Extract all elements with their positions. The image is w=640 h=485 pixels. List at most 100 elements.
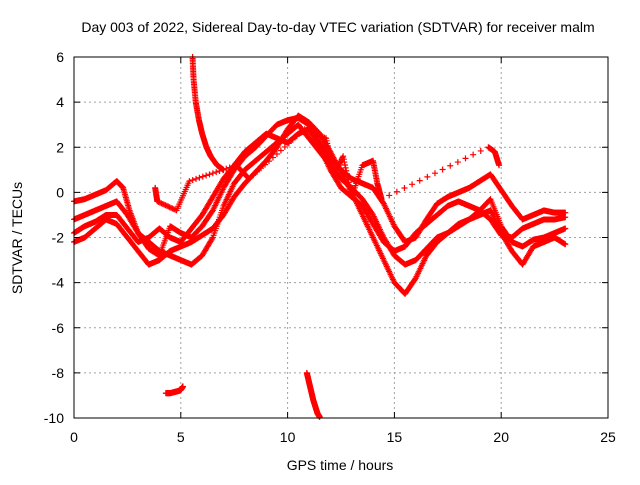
data-point-marker — [386, 192, 393, 199]
data-point-marker — [246, 175, 253, 182]
x-axis-label: GPS time / hours — [287, 457, 394, 473]
data-point-marker — [277, 147, 284, 154]
y-tick-label: 0 — [56, 184, 64, 200]
data-point-marker — [346, 182, 353, 189]
data-point-marker — [341, 159, 348, 166]
data-point-marker — [345, 176, 352, 183]
y-tick-labels: -10 -8 -6 -4 -2 0 2 4 6 — [44, 49, 64, 426]
data-point-marker — [245, 174, 252, 181]
data-point-marker — [316, 413, 323, 420]
data-point-marker — [169, 205, 176, 212]
data-point-marker — [401, 185, 408, 192]
data-point-marker — [297, 129, 304, 136]
x-tick-label: 10 — [280, 429, 296, 445]
data-point-marker — [477, 147, 484, 154]
y-tick-label: -6 — [52, 320, 65, 336]
axis-ticks — [73, 56, 609, 419]
data-point-marker — [340, 156, 347, 163]
series-low-cluster-5h — [162, 383, 186, 397]
data-point-marker — [209, 235, 216, 242]
data-point-marker — [470, 151, 477, 158]
data-point-marker — [269, 154, 276, 161]
data-point-marker — [496, 162, 503, 169]
data-point-marker — [345, 179, 352, 186]
data-point-marker — [186, 178, 193, 185]
y-tick-label: 2 — [56, 139, 64, 155]
data-point-marker — [196, 174, 203, 181]
series-scatter-spikes — [152, 126, 503, 214]
data-point-marker — [162, 202, 169, 209]
data-point-marker — [344, 173, 351, 180]
data-point-marker — [409, 181, 416, 188]
data-point-marker — [454, 159, 461, 166]
data-point-marker — [341, 161, 348, 168]
data-point-marker — [378, 196, 385, 203]
data-point-marker — [179, 383, 186, 390]
data-point-marker — [206, 171, 213, 178]
grid-lines — [74, 57, 608, 418]
data-point-marker — [562, 225, 569, 232]
x-tick-labels: 0 5 10 15 20 25 — [70, 429, 616, 445]
data-point-marker — [219, 166, 226, 173]
data-point-marker — [342, 164, 349, 171]
chart-title: Day 003 of 2022, Sidereal Day-to-day VTE… — [81, 19, 594, 35]
data-point-marker — [158, 200, 165, 207]
x-tick-label: 20 — [493, 429, 509, 445]
series-spike-early-morning — [189, 54, 227, 173]
data-point-marker — [343, 167, 350, 174]
data-point-marker — [285, 140, 292, 147]
data-point-marker — [170, 206, 177, 213]
series-track-c — [71, 112, 569, 297]
data-point-marker — [416, 177, 423, 184]
data-point-marker — [226, 164, 233, 171]
data-point-marker — [258, 165, 265, 172]
y-tick-label: -8 — [52, 365, 65, 381]
x-tick-label: 25 — [600, 429, 616, 445]
data-point-marker — [393, 188, 400, 195]
data-point-marker — [462, 155, 469, 162]
y-tick-label: -2 — [52, 230, 65, 246]
data-point-marker — [424, 173, 431, 180]
data-point-marker — [273, 151, 280, 158]
data-point-marker — [159, 200, 166, 207]
data-point-marker — [347, 188, 354, 195]
data-point-marker — [265, 158, 272, 165]
data-point-marker — [293, 133, 300, 140]
data-point-marker — [168, 204, 175, 211]
data-point-marker — [155, 199, 162, 206]
data-point-marker — [281, 143, 288, 150]
data-point-marker — [223, 165, 230, 172]
y-tick-label: 6 — [56, 49, 64, 65]
y-tick-label: -10 — [44, 410, 64, 426]
x-tick-label: 5 — [177, 429, 185, 445]
data-point-marker — [157, 199, 164, 206]
series-track-d — [71, 126, 569, 255]
data-point-marker — [161, 201, 168, 208]
x-tick-label: 15 — [387, 429, 403, 445]
data-point-marker — [213, 169, 220, 176]
data-point-marker — [189, 176, 196, 183]
data-point-marker — [165, 203, 172, 210]
data-point-marker — [154, 198, 161, 205]
data-point-marker — [562, 241, 569, 248]
data-point-marker — [209, 170, 216, 177]
data-point-marker — [199, 173, 206, 180]
data-point-marker — [343, 170, 350, 177]
data-point-marker — [262, 161, 269, 168]
data-point-marker — [203, 172, 210, 179]
y-tick-label: -4 — [52, 275, 65, 291]
data-point-marker — [216, 167, 223, 174]
data-point-marker — [340, 153, 347, 160]
series-low-drop-11h — [303, 369, 323, 420]
data-point-marker — [166, 204, 173, 211]
data-point-marker — [250, 172, 257, 179]
data-point-marker — [562, 214, 569, 221]
data-point-marker — [254, 168, 261, 175]
data-point-marker — [431, 170, 438, 177]
y-tick-label: 4 — [56, 94, 64, 110]
x-tick-label: 0 — [70, 429, 78, 445]
y-axis-label: SDTVAR / TECUs — [9, 182, 25, 294]
data-point-marker — [289, 136, 296, 143]
